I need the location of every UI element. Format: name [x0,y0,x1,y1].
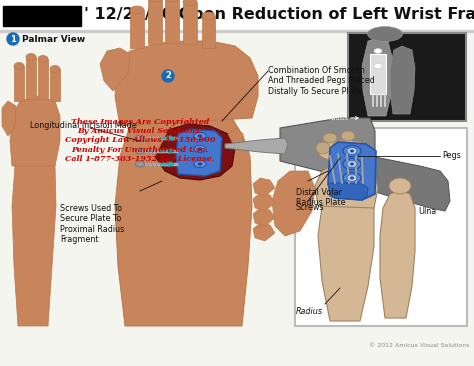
Polygon shape [272,171,315,236]
Ellipse shape [198,162,202,166]
Ellipse shape [347,147,357,154]
Text: 2: 2 [165,71,171,81]
Text: Radius: Radius [328,116,348,120]
Ellipse shape [183,0,197,6]
Ellipse shape [374,63,382,68]
Ellipse shape [374,49,382,53]
Ellipse shape [26,53,36,60]
Ellipse shape [194,132,206,139]
Text: ' 12/21/10 Open Reduction of Left Wrist Fracture: ' 12/21/10 Open Reduction of Left Wrist … [84,7,474,22]
Ellipse shape [333,140,347,152]
Polygon shape [315,161,378,208]
Ellipse shape [341,131,355,141]
Polygon shape [26,57,36,99]
Polygon shape [280,118,375,178]
Ellipse shape [323,133,337,143]
Polygon shape [228,128,243,148]
Ellipse shape [389,178,411,194]
Bar [348,33,466,121]
Ellipse shape [136,135,145,141]
Ellipse shape [50,66,60,72]
Text: Screws: Screws [296,203,325,213]
Text: © 2012 Amicus Visual Solutions: © 2012 Amicus Visual Solutions [370,343,470,348]
Polygon shape [253,193,275,211]
Bar [3,6,81,26]
Text: Ulna: Ulna [418,206,436,216]
Polygon shape [148,0,162,44]
Circle shape [7,33,19,45]
Polygon shape [2,101,16,136]
Polygon shape [225,138,288,154]
Polygon shape [130,10,144,48]
Bar [370,54,386,94]
Polygon shape [115,41,258,126]
Ellipse shape [198,134,202,138]
Polygon shape [253,223,275,241]
Polygon shape [50,69,60,101]
Polygon shape [328,183,368,200]
Ellipse shape [165,0,179,2]
Polygon shape [115,104,252,326]
Polygon shape [202,16,215,48]
Polygon shape [253,178,275,196]
Polygon shape [100,48,130,91]
Polygon shape [155,124,235,180]
Polygon shape [10,96,60,166]
Text: Screws Used To
Secure Plate To
Proximal Radius
Fragment: Screws Used To Secure Plate To Proximal … [60,204,124,244]
Ellipse shape [350,141,364,153]
Text: Distal Volar
Radius Plate: Distal Volar Radius Plate [296,188,346,208]
Ellipse shape [318,140,373,162]
Polygon shape [318,188,374,321]
Polygon shape [390,46,415,114]
Bar [0,0,474,30]
Polygon shape [253,208,275,226]
Ellipse shape [38,56,48,63]
Text: 1: 1 [10,34,16,44]
Polygon shape [362,38,393,116]
Bar [0,30,474,32]
Polygon shape [38,59,48,99]
Ellipse shape [316,142,330,154]
Ellipse shape [130,6,144,14]
Ellipse shape [202,12,215,20]
Ellipse shape [194,146,206,153]
Ellipse shape [194,161,206,168]
Ellipse shape [343,146,361,157]
Ellipse shape [136,148,145,154]
Polygon shape [165,0,179,43]
Polygon shape [148,130,168,156]
Text: Radius: Radius [296,306,323,315]
Ellipse shape [347,175,357,182]
Ellipse shape [343,158,361,169]
Text: Combination Of Smooth
And Threaded Pegs Placed
Distally To Secure Plate: Combination Of Smooth And Threaded Pegs … [268,66,375,96]
Text: These Images Are Copyrighted
By Amicus Visual Solutions.
Copyright Law Allows A : These Images Are Copyrighted By Amicus V… [65,118,215,163]
Circle shape [162,70,174,82]
Ellipse shape [347,161,357,168]
Ellipse shape [198,147,202,151]
Polygon shape [308,151,450,238]
Polygon shape [183,2,197,44]
Polygon shape [328,142,376,200]
Ellipse shape [148,0,162,2]
Ellipse shape [136,161,145,167]
Bar [295,128,467,326]
Polygon shape [380,190,415,318]
Ellipse shape [350,176,354,179]
Ellipse shape [343,172,361,183]
Polygon shape [12,148,56,326]
Ellipse shape [367,26,402,41]
Ellipse shape [350,163,354,165]
Polygon shape [330,151,450,211]
Text: Pegs: Pegs [442,152,461,161]
Polygon shape [14,66,24,101]
Text: Palmar View: Palmar View [22,34,85,44]
Polygon shape [176,129,222,176]
Ellipse shape [350,149,354,153]
Text: Longitudinal Incision Made: Longitudinal Incision Made [30,122,137,131]
Ellipse shape [14,63,24,70]
